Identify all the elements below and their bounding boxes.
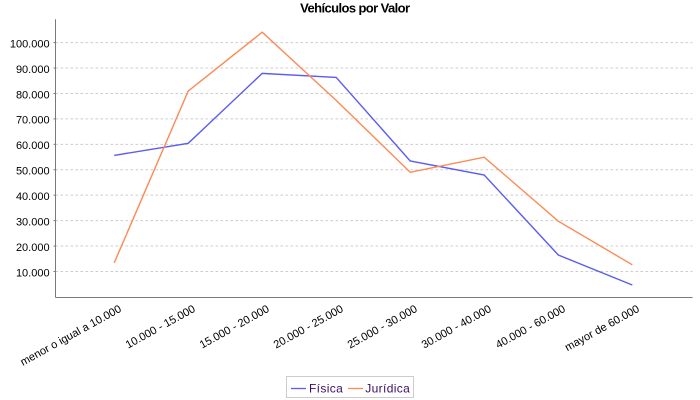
- svg-text:60.000: 60.000: [16, 140, 50, 152]
- svg-text:80.000: 80.000: [16, 89, 50, 101]
- svg-text:20.000: 20.000: [16, 242, 50, 254]
- svg-text:10.000: 10.000: [16, 267, 50, 279]
- svg-text:Jurídica: Jurídica: [365, 382, 410, 396]
- svg-text:50.000: 50.000: [16, 166, 50, 178]
- svg-text:100.000: 100.000: [10, 38, 50, 50]
- svg-text:Física: Física: [309, 382, 343, 396]
- svg-text:90.000: 90.000: [16, 64, 50, 76]
- svg-text:30.000: 30.000: [16, 216, 50, 228]
- svg-text:40.000: 40.000: [16, 191, 50, 203]
- svg-text:70.000: 70.000: [16, 115, 50, 127]
- svg-text:Vehículos por Valor: Vehículos por Valor: [300, 1, 410, 16]
